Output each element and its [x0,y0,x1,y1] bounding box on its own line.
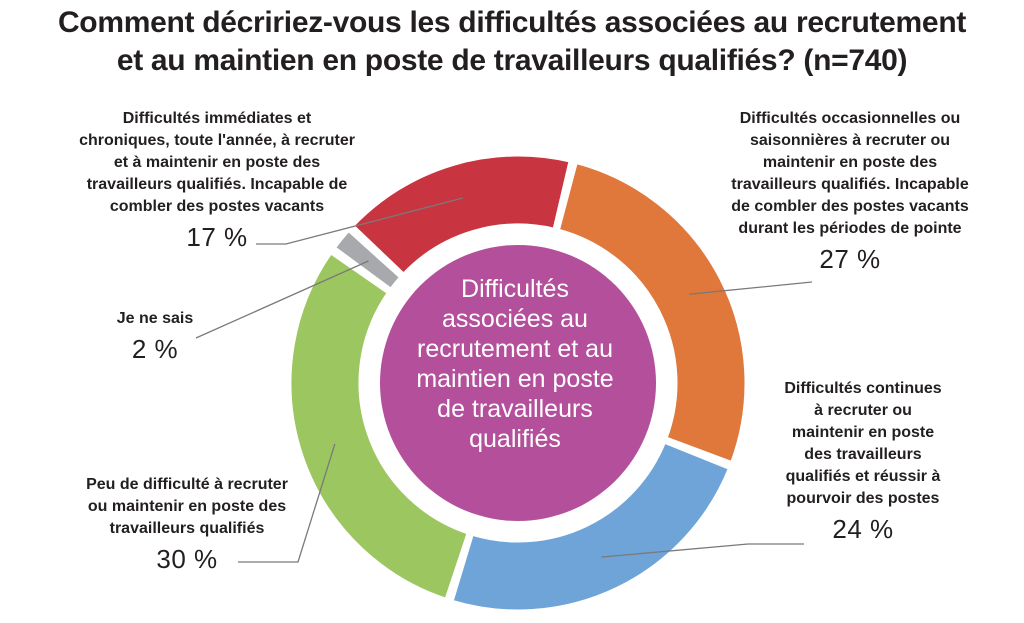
immediate-desc-line: combler des postes vacants [109,198,325,215]
center-label-line: maintien en poste [416,365,614,393]
center-label-line: associées au [442,305,588,333]
slice-label-few: Peu de difficulté à recruter ou maintenir… [52,474,322,576]
title-line-2: et au maintien en poste de travailleurs … [116,44,908,77]
donut-slice-1 [450,440,732,613]
few-desc-line: ou maintenir en poste des [87,498,287,515]
title-line-1: Comment décririez-vous les difficultés a… [57,6,967,39]
slice-label-dontknow: Je ne sais 2 % [100,308,210,366]
slice-value-occasional: 27 % [819,244,881,274]
slice-desc-continuous: Difficultés continues à recruter ou mainte… [758,378,968,510]
center-label-line: recrutement et au [417,335,613,363]
center-label: Difficultés associées au recrutement et au… [380,274,650,454]
donut-slice-2 [288,250,471,602]
occasional-desc-line: maintenir en poste des [762,154,938,171]
continuous-desc-line: à recruter ou [814,402,912,419]
center-circle [380,245,656,521]
donut-slice-4 [350,153,572,277]
center-label-line: de travailleurs [437,395,593,423]
immediate-desc-line: Difficultés immédiates et [122,110,312,127]
continuous-desc-line: Difficultés continues [784,380,942,397]
slice-desc-immediate: Difficultés immédiates et chroniques, tou… [52,108,382,218]
immediate-desc-line: et à maintenir en poste des [113,154,321,171]
few-desc-line: Peu de difficulté à recruter [86,476,288,493]
continuous-desc-line: maintenir en poste [791,424,935,441]
occasional-desc-line: durant les périodes de pointe [738,220,962,237]
slice-label-immediate: Difficultés immédiates et chroniques, tou… [52,108,382,254]
continuous-desc-line: des travailleurs [804,446,922,463]
occasional-desc-line: Difficultés occasionnelles ou [739,110,961,127]
slice-desc-occasional: Difficultés occasionnelles ou saisonnière… [700,108,1000,240]
immediate-desc-line: chroniques, toute l'année, à recruter [79,132,355,149]
center-label-line: qualifiés [469,425,561,453]
center-label-line: Difficultés [461,275,569,303]
leader-line-4 [256,197,464,245]
slice-value-dontknow: 2 % [131,334,179,364]
slice-value-few: 30 % [156,544,218,574]
slice-label-occasional: Difficultés occasionnelles ou saisonnière… [700,108,1000,276]
slice-label-continuous: Difficultés continues à recruter ou mainte… [758,378,968,546]
leader-line-1 [601,543,804,558]
continuous-desc-line: qualifiés et réussir à [785,468,941,485]
immediate-desc-line: travailleurs qualifiés. Incapable de [86,176,348,193]
donut-slice-3 [332,228,403,292]
few-desc-line: travailleurs qualifiés [109,520,265,537]
slice-desc-few: Peu de difficulté à recruter ou maintenir… [52,474,322,540]
dontknow-desc-line: Je ne sais [116,310,194,327]
occasional-desc-line: de combler des postes vacants [731,198,969,215]
slice-desc-dontknow: Je ne sais [100,308,210,330]
chart-title: Comment décririez-vous les difficultés a… [0,4,1024,80]
slice-value-immediate: 17 % [186,222,248,252]
continuous-desc-line: pourvoir des postes [786,490,940,507]
leader-line-0 [689,281,813,295]
occasional-desc-line: saisonnières à recruter ou [749,132,951,149]
leader-line-3 [195,260,369,339]
occasional-desc-line: travailleurs qualifiés. Incapable [731,176,969,193]
leader-line-2 [238,443,336,563]
donut-slice-0 [556,160,748,465]
slice-value-continuous: 24 % [832,514,894,544]
